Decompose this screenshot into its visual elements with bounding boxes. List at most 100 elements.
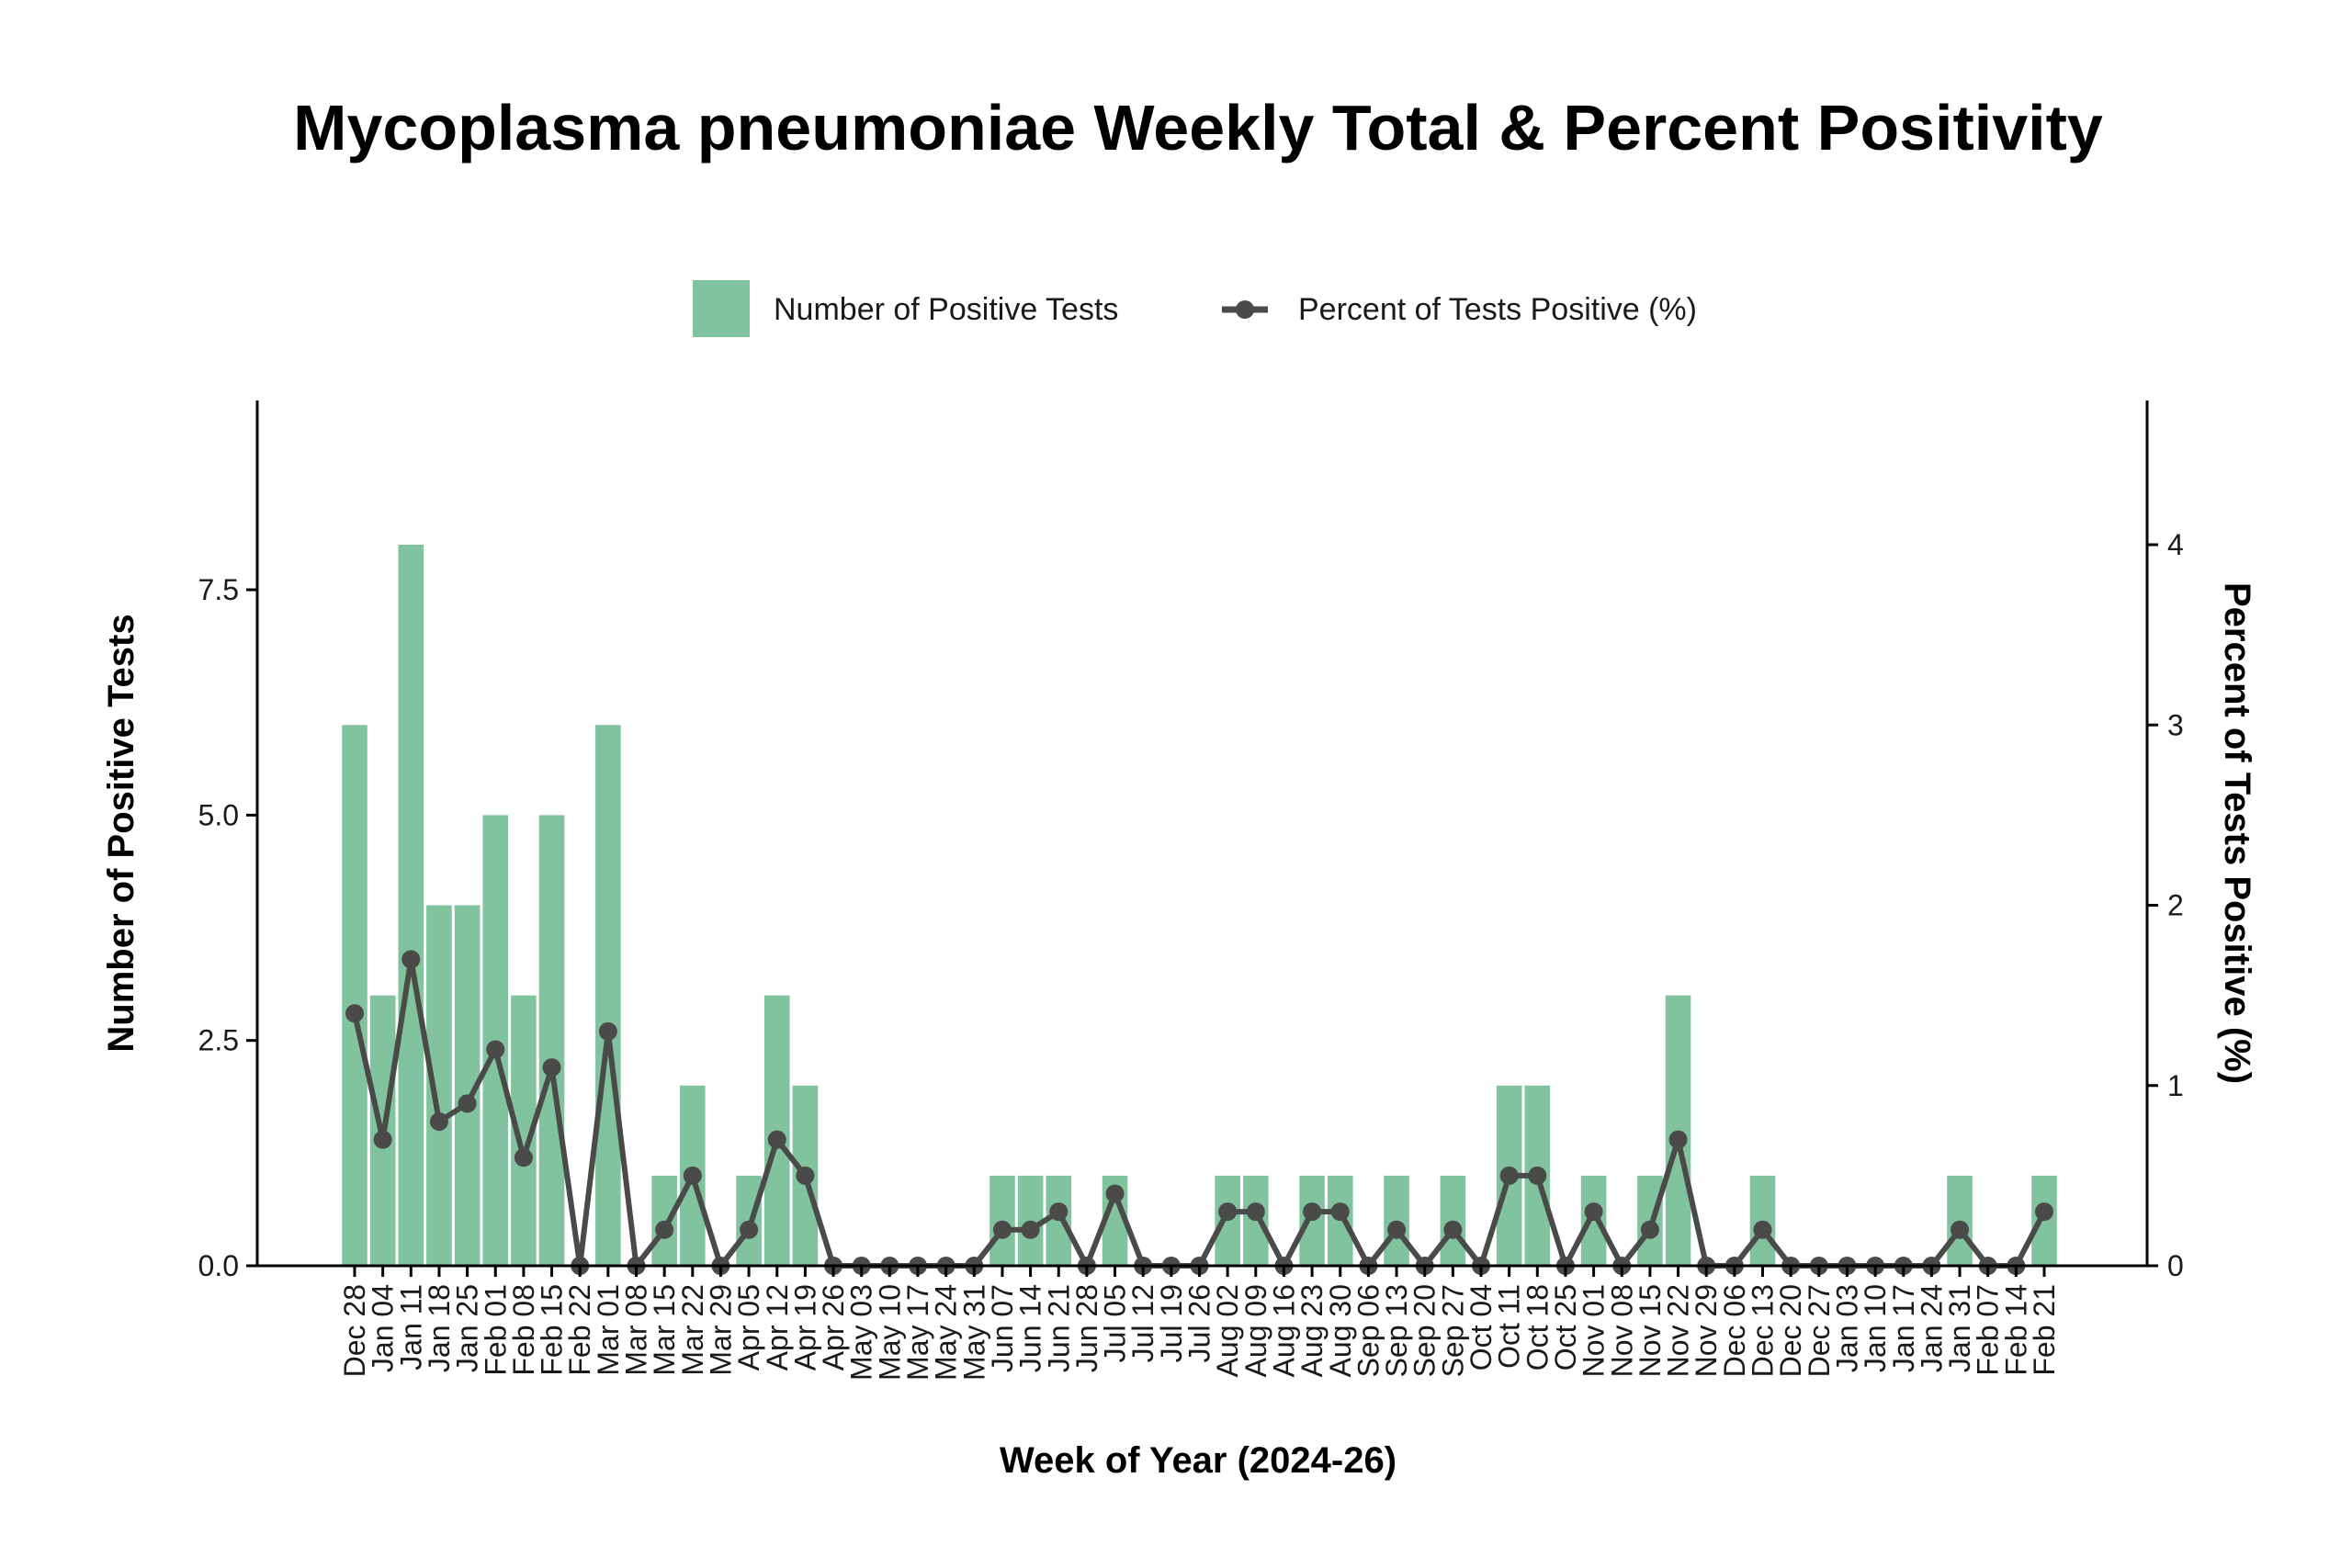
percent-point — [655, 1220, 674, 1239]
y-axis-title: Number of Positive Tests — [101, 614, 141, 1052]
x-tick-label: Dec 20 — [1774, 1284, 1807, 1377]
x-tick-label: Sep 13 — [1380, 1284, 1413, 1377]
legend-line-label: Percent of Tests Positive (%) — [1298, 292, 1697, 327]
y2-tick-label: 4 — [2167, 528, 2184, 561]
percent-point — [1753, 1220, 1772, 1239]
x-tick-label: Oct 11 — [1493, 1284, 1526, 1369]
percent-point — [373, 1130, 392, 1149]
bars — [342, 545, 2057, 1267]
legend-bar-label: Number of Positive Tests — [774, 292, 1118, 327]
x-tick-label: Dec 27 — [1803, 1284, 1836, 1377]
x-tick-label: May 17 — [901, 1284, 934, 1381]
x-tick-label: Jul 12 — [1126, 1284, 1159, 1362]
percent-point — [1584, 1202, 1603, 1222]
x-tick-label: Mar 29 — [704, 1284, 737, 1376]
x-tick-label: Apr 26 — [817, 1284, 850, 1371]
percent-point — [992, 1220, 1012, 1239]
percent-point — [740, 1220, 759, 1239]
x-tick-label: May 31 — [957, 1284, 990, 1381]
x-tick-label: Dec 13 — [1747, 1284, 1780, 1377]
percent-point — [1105, 1184, 1125, 1203]
left-y-ticks: 0.0 2.5 5.0 7.5 — [198, 573, 257, 1282]
x-tick-label: Feb 14 — [1999, 1284, 2032, 1376]
x-tick-label: Mar 08 — [620, 1284, 653, 1376]
percent-point — [767, 1130, 786, 1149]
y-tick-label: 2.5 — [198, 1024, 239, 1057]
percent-point — [514, 1148, 533, 1168]
percent-point — [1668, 1130, 1688, 1149]
x-tick-label: Mar 22 — [676, 1284, 709, 1376]
x-tick-label: Jan 24 — [1915, 1284, 1948, 1372]
x-tick-label: Sep 06 — [1351, 1284, 1385, 1377]
x-tick-label: Aug 16 — [1267, 1284, 1300, 1377]
percent-point — [1303, 1202, 1322, 1222]
x-tick-label: Dec 28 — [338, 1284, 371, 1377]
right-y-ticks: 0 1 2 3 4 — [2147, 528, 2184, 1282]
percent-point — [1218, 1202, 1238, 1222]
x-tick-label: Jan 04 — [367, 1284, 400, 1372]
bar — [342, 725, 368, 1266]
percent-point — [458, 1094, 477, 1113]
x-tick-label: Jan 10 — [1859, 1284, 1892, 1372]
x-tick-label: Jan 17 — [1887, 1284, 1920, 1372]
percent-point — [486, 1040, 505, 1059]
x-tick-label: Oct 04 — [1464, 1284, 1498, 1371]
y-tick-label: 0.0 — [198, 1249, 239, 1282]
x-tick-label: Feb 15 — [536, 1284, 569, 1376]
x-tick-label: Jan 18 — [423, 1284, 456, 1372]
x-tick-label: Aug 02 — [1211, 1284, 1244, 1377]
x-axis-title: Week of Year (2024-26) — [1000, 1440, 1396, 1481]
percent-point — [2035, 1202, 2053, 1222]
x-tick-label: Jan 25 — [451, 1284, 484, 1372]
x-tick-label: May 03 — [845, 1284, 878, 1381]
x-tick-label: Mar 01 — [592, 1284, 625, 1376]
x-tick-label: Apr 19 — [788, 1284, 821, 1371]
percent-point — [1021, 1220, 1040, 1239]
percent-point — [1330, 1202, 1350, 1222]
percent-point — [1528, 1166, 1547, 1185]
x-tick-label: Nov 08 — [1605, 1284, 1638, 1377]
percent-point — [1049, 1202, 1069, 1222]
legend-bar-swatch — [693, 280, 750, 337]
x-tick-label: Jun 07 — [986, 1284, 1019, 1372]
x-tick-label: Aug 23 — [1295, 1284, 1329, 1377]
percent-point — [345, 1004, 364, 1023]
x-tick-label: Sep 20 — [1408, 1284, 1442, 1377]
x-tick-label: Apr 12 — [761, 1284, 794, 1371]
percent-point — [796, 1166, 815, 1185]
x-tick-label: Nov 29 — [1690, 1284, 1723, 1377]
x-tick-label: Oct 18 — [1521, 1284, 1554, 1371]
x-tick-label: Jan 03 — [1830, 1284, 1863, 1372]
y2-tick-label: 1 — [2167, 1069, 2184, 1102]
percent-point — [542, 1058, 561, 1077]
percent-point — [1387, 1220, 1407, 1239]
percent-point — [598, 1021, 617, 1041]
bar — [398, 545, 424, 1266]
x-tick-label: Jan 31 — [1943, 1284, 1976, 1372]
y2-axis-title: Percent of Tests Positive (%) — [2217, 582, 2257, 1084]
x-tick-label: Apr 05 — [732, 1284, 765, 1371]
x-tick-label: Dec 06 — [1718, 1284, 1751, 1377]
x-tick-label: May 24 — [930, 1284, 963, 1381]
y-tick-label: 7.5 — [198, 573, 239, 606]
legend-line-marker — [1236, 300, 1254, 319]
x-tick-label: Nov 01 — [1577, 1284, 1611, 1377]
x-tick-label: Feb 21 — [2028, 1284, 2061, 1376]
percent-point — [1951, 1220, 1970, 1239]
percent-point — [429, 1112, 448, 1131]
percent-point — [1246, 1202, 1265, 1222]
x-tick-label: May 10 — [873, 1284, 906, 1381]
x-tick-label: Jun 21 — [1042, 1284, 1075, 1372]
x-tick-label: Aug 09 — [1239, 1284, 1272, 1377]
x-tick-label: Sep 27 — [1436, 1284, 1469, 1377]
chart-title: Mycoplasma pneumoniae Weekly Total & Per… — [293, 92, 2103, 164]
x-tick-label: Jul 26 — [1183, 1284, 1216, 1362]
y2-tick-label: 0 — [2167, 1249, 2184, 1282]
percent-point — [401, 950, 421, 969]
x-tick-label: Feb 22 — [563, 1284, 596, 1376]
x-tick-label: Jun 14 — [1014, 1284, 1047, 1372]
percent-point — [683, 1166, 702, 1185]
x-tick-label: Jan 11 — [394, 1284, 427, 1371]
